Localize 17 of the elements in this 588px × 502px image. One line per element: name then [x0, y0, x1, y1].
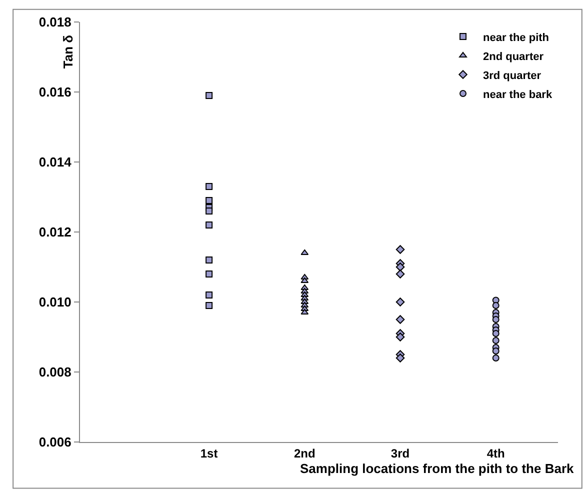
y-tick-label: 0.018 — [38, 14, 72, 30]
x-tick-label: 1st — [200, 446, 218, 460]
y-tick-label: 0.008 — [38, 364, 72, 380]
x-tick-label: 3rd — [390, 446, 410, 460]
y-tick-label: 0.016 — [38, 84, 72, 100]
legend-label: near the pith — [483, 32, 550, 44]
x-tick-label: 4th — [486, 446, 505, 460]
y-axis-title: Tan δ — [60, 34, 76, 69]
y-tick-label: 0.006 — [38, 434, 72, 450]
y-tick-label: 0.014 — [38, 154, 72, 170]
y-tick-label: 0.012 — [38, 224, 72, 240]
legend-label: 2nd quarter — [483, 50, 544, 63]
legend-label: 3rd quarter — [483, 70, 542, 82]
y-tick-label: 0.010 — [38, 294, 72, 310]
legend-label: near the bark — [483, 88, 553, 101]
x-axis-title: Sampling locations from the pith to the Bark — [300, 461, 575, 476]
x-tick-label: 2nd — [294, 446, 316, 460]
